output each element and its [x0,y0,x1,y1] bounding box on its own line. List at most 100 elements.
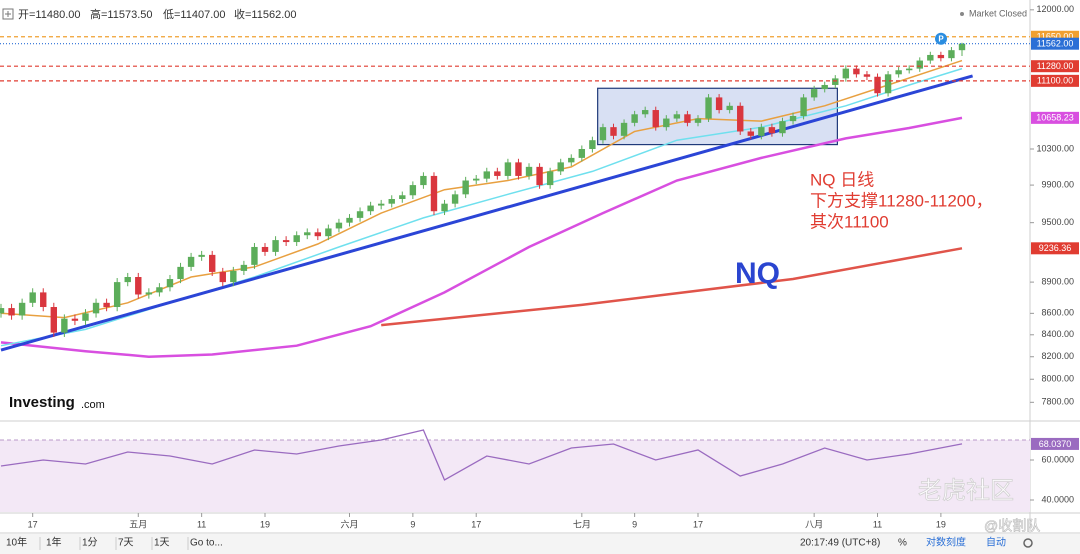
candle-body [314,232,322,237]
candle-body [525,166,533,176]
candle-body [251,246,258,265]
goto-button[interactable]: Go to... [190,538,223,549]
percent-button[interactable]: % [898,538,907,549]
candle-body [726,105,733,111]
candle-body [694,118,702,123]
x-tick-label: 五月 [129,519,147,529]
candle-body [113,282,121,308]
y-tick-label: 8400.00 [1041,329,1074,339]
candle-body [948,50,955,59]
candle-body [641,110,649,115]
y-tick-label: 8600.00 [1041,308,1074,318]
indicator-line [0,74,974,352]
candle-body [240,264,248,271]
status-dot [960,12,964,16]
candle-body [800,97,807,116]
marker-badge [935,32,947,45]
candle-body [620,122,628,136]
range-button[interactable]: 7天 [118,538,134,549]
log-button[interactable]: 对数刻度 [926,536,966,549]
x-tick-label: 11 [197,519,206,529]
candle-body [261,246,269,252]
candle-body [810,89,818,98]
price-tag-label: 68.0370 [1039,439,1072,449]
x-tick-label: 七月 [573,519,591,529]
candle-body [18,302,26,316]
ohlc-value: 开=11480.00 [18,9,81,21]
price-tag [1031,37,1079,50]
y-tick-label: 7800.00 [1041,397,1074,407]
range-button[interactable]: 1年 [46,536,62,549]
candle-body [367,205,374,212]
indicator-line [381,247,963,327]
candle-body [29,292,36,303]
y-tick-label: 10300.00 [1036,143,1074,153]
candle-body [451,194,459,204]
candle-body [916,60,923,69]
x-tick-label: 19 [936,519,946,529]
candle-body [209,254,216,272]
range-button[interactable]: 10年 [6,536,27,549]
candle-body [504,162,512,176]
candle-body [409,185,417,196]
candle-body [473,178,480,181]
range-button[interactable]: 1天 [154,538,170,549]
x-tick-label: 17 [471,519,481,529]
candle-body [293,235,300,243]
candle-body [71,318,79,321]
candle-body [821,84,828,90]
candle-body [884,74,892,94]
price-tag-label: 9236.36 [1039,243,1072,253]
candle-body [863,74,871,77]
range-button[interactable]: 1分 [82,537,98,549]
candle-body [135,277,142,295]
candle-body [737,105,744,132]
y-tick-label: 40.0000 [1041,494,1074,504]
price-tag-label: 11650.00 [1037,32,1074,42]
rsi-line [0,429,963,481]
candle-body [0,308,5,314]
indicator-line [0,116,963,358]
annotation: 下方支撑11280-11200， [810,191,993,210]
candle-body [663,118,670,128]
candle-body [356,211,364,218]
settings-icon[interactable] [1023,538,1033,548]
y-tick-label: 9500.00 [1041,217,1074,227]
price-tag-label: 11280.00 [1037,61,1074,71]
candle-body [335,222,343,229]
candle-body [377,203,385,206]
candle-body [198,254,205,257]
price-tag [1031,242,1079,255]
y-tick-label: 8200.00 [1041,351,1074,361]
watermark: 老虎社区 [918,477,1014,504]
x-tick-label: 八月 [805,519,823,529]
candle-body [937,54,945,59]
watermark: @收割队 [984,518,1040,534]
candle-body [230,270,237,283]
price-tag-label: 11562.00 [1037,39,1074,49]
candle-body [631,114,638,123]
candle-body [652,110,659,128]
big-label: NQ [735,257,780,290]
candle-body [282,240,290,243]
market-status: Market Closed [969,8,1027,18]
candle-body [568,157,575,163]
candle-body [589,140,596,150]
candle-body [92,302,100,314]
toolbar [0,534,1080,554]
candle-body [779,121,786,134]
candle-body [462,180,469,195]
candle-body [747,131,754,136]
candle-body [494,171,501,176]
auto-button[interactable]: 自动 [986,536,1006,549]
candle-body [684,114,691,123]
annotation: 其次11100 [810,212,889,231]
x-tick-label: 11 [873,519,882,529]
candle-body [705,97,712,119]
candle-body [610,127,617,136]
y-tick-label: 12000.00 [1036,4,1074,14]
candle-body [673,114,681,119]
y-tick-label: 8000.00 [1041,374,1074,384]
marker-label: P [938,34,944,43]
